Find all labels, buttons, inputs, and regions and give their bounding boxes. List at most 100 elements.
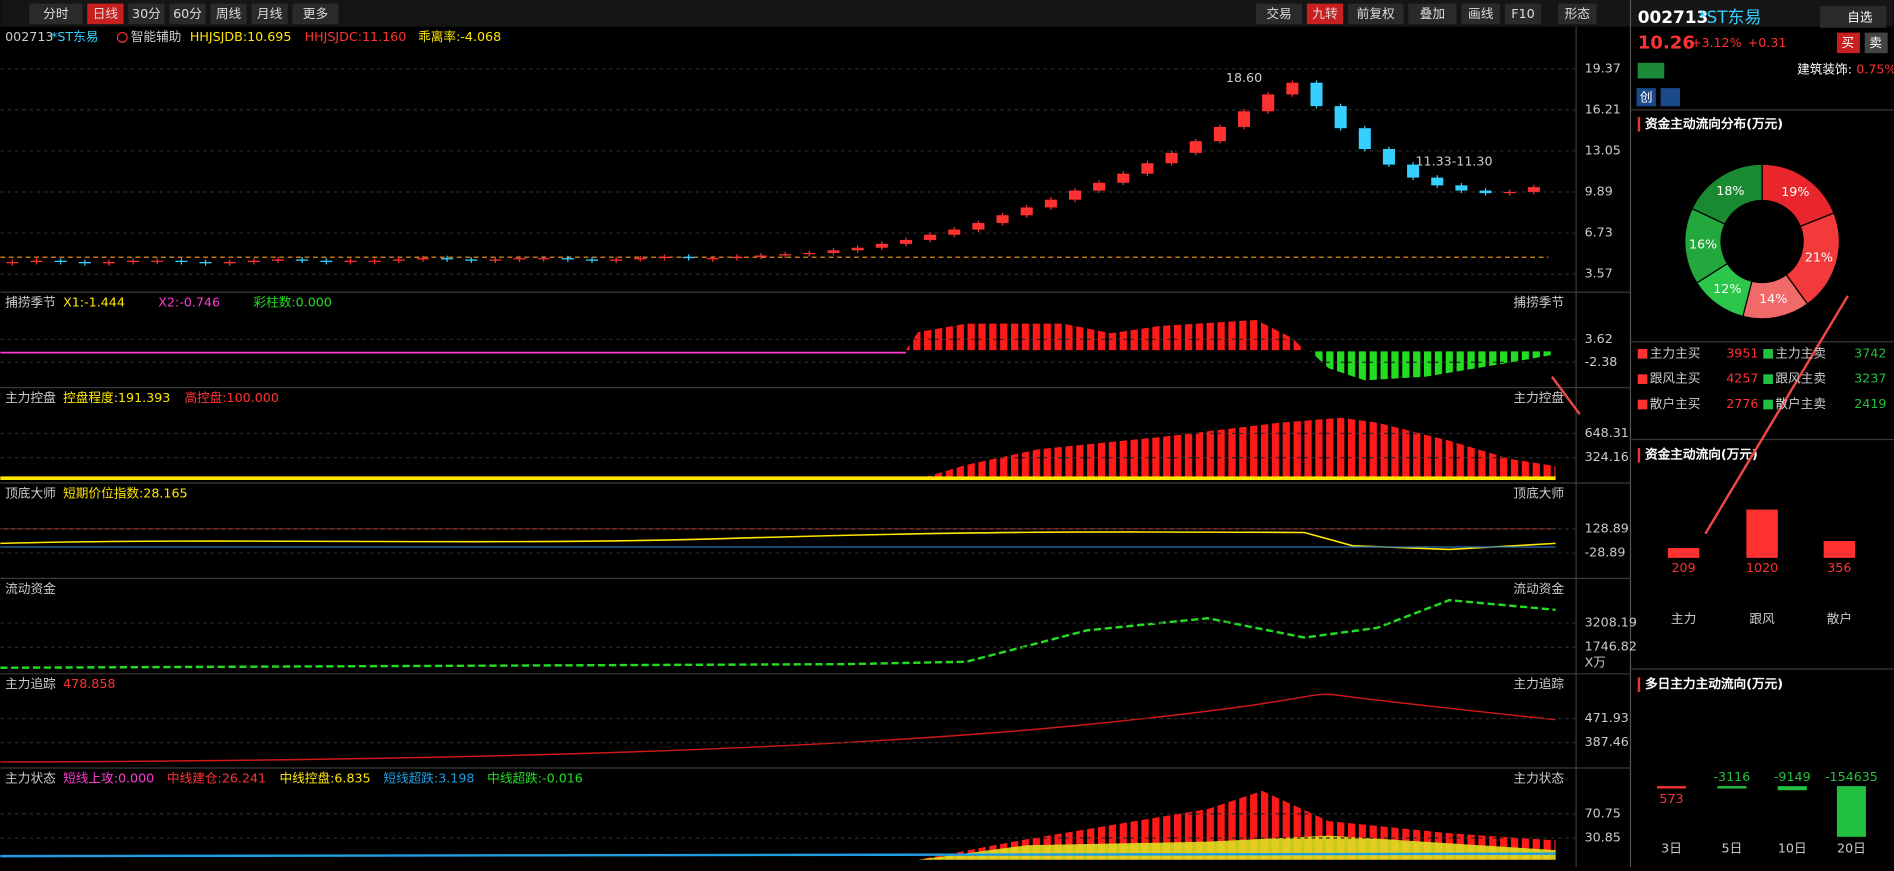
donut-label: 21% (1805, 250, 1833, 265)
panel-title: 捕捞季节 (5, 295, 56, 310)
candle (658, 257, 670, 258)
tab-label[interactable]: 60分 (173, 6, 202, 21)
tab-label[interactable]: 更多 (303, 6, 328, 21)
indicator: 短线超跌:3.198 (383, 770, 474, 785)
candle (900, 240, 912, 244)
flow-value: 209 (1672, 560, 1696, 575)
section-title: 资金主动流向分布(万元) (1645, 116, 1783, 131)
sell-label[interactable]: 卖 (1869, 35, 1882, 50)
row-label: 跟风主卖 (1775, 371, 1826, 386)
title-marker (1638, 117, 1640, 131)
y-tick-label: 324.16 (1585, 449, 1629, 464)
candle (997, 215, 1009, 223)
title-marker (1638, 677, 1640, 691)
buy-label[interactable]: 买 (1841, 35, 1854, 50)
tool-label[interactable]: 形态 (1565, 6, 1591, 21)
tool-label[interactable]: 画线 (1468, 6, 1494, 21)
row-label: 散户主买 (1650, 396, 1701, 411)
panel-title: 主力状态 (5, 770, 56, 785)
price-annotation: 18.60 (1226, 70, 1262, 85)
y-tick-label: 3208.19 (1585, 615, 1637, 630)
indicator: 乖离率:-4.068 (418, 29, 501, 44)
tab-label[interactable]: 周线 (216, 6, 242, 21)
multi-bar (1717, 787, 1746, 788)
candle (369, 261, 381, 262)
multi-value: -3116 (1713, 769, 1750, 784)
y-tick-label: 3.57 (1585, 266, 1613, 281)
badge (1638, 63, 1665, 79)
candle (1262, 94, 1274, 111)
flow-category: 散户 (1827, 611, 1852, 626)
buy-square (1638, 349, 1648, 359)
candle (562, 258, 574, 259)
donut-label: 16% (1689, 237, 1717, 252)
candle (876, 244, 888, 248)
candle (79, 262, 91, 263)
indicator: X1:-1.444 (63, 295, 125, 310)
multi-category: 3日 (1661, 840, 1682, 855)
y-tick-label: 1746.82 (1585, 639, 1637, 654)
panel-title-right: 捕捞季节 (1513, 295, 1564, 310)
candle (1286, 83, 1298, 95)
candle (1310, 83, 1322, 106)
candle (127, 261, 139, 262)
sell-square (1763, 374, 1773, 384)
candle (103, 262, 115, 263)
candle (30, 261, 42, 262)
candle (55, 261, 67, 262)
tab-label[interactable]: 分时 (43, 6, 69, 21)
multi-value: -154635 (1825, 769, 1878, 784)
candle (1166, 153, 1178, 163)
candle (683, 257, 695, 258)
price: 10.26 (1638, 32, 1695, 53)
sell-square (1763, 349, 1773, 359)
y-tick-label: 471.93 (1585, 710, 1629, 725)
donut-label: 14% (1759, 291, 1787, 306)
tool-label[interactable]: 叠加 (1420, 6, 1445, 21)
assist[interactable]: 智能辅助 (131, 29, 182, 44)
candle (707, 258, 719, 259)
candle (1190, 141, 1202, 153)
candle (272, 259, 284, 260)
tab-label[interactable]: 日线 (93, 6, 119, 21)
candle (1480, 191, 1492, 194)
panel-title-right: 顶底大师 (1513, 485, 1564, 500)
y-tick-label: 30.85 (1585, 830, 1621, 845)
y-tick-label: 16.21 (1585, 101, 1621, 116)
tab-label[interactable]: 30分 (132, 6, 161, 21)
y-tick-label: 387.46 (1585, 734, 1629, 749)
tool-label[interactable]: 前复权 (1357, 6, 1395, 21)
menu-box[interactable] (1661, 88, 1680, 106)
tool-label[interactable]: F10 (1511, 6, 1534, 21)
tool-label[interactable]: 交易 (1266, 6, 1291, 21)
indicator: HHJSJDB:10.695 (190, 29, 292, 44)
row-value: 2776 (1726, 396, 1758, 411)
row-value: 2419 (1854, 396, 1886, 411)
flow-bar (1824, 541, 1855, 558)
indicator: 短线上攻:0.000 (63, 770, 154, 785)
flow-value: 1020 (1746, 560, 1778, 575)
candle (489, 259, 501, 260)
donut-label: 18% (1716, 183, 1744, 198)
candle (175, 261, 187, 262)
indicator: 控盘程度:191.393 (63, 390, 170, 405)
candle (1141, 163, 1153, 173)
candle (6, 262, 18, 263)
indicator: 中线建仓:26.241 (167, 770, 266, 785)
watch-label[interactable]: 自选 (1847, 10, 1873, 25)
tab-label[interactable]: 月线 (257, 6, 283, 21)
panel-title-right: 流动资金 (1513, 581, 1564, 596)
y-tick-label: 3.62 (1585, 331, 1613, 346)
multi-category: 5日 (1722, 840, 1743, 855)
row-value: 3742 (1854, 345, 1886, 360)
y-tick-label: 6.73 (1585, 225, 1613, 240)
candle (1069, 191, 1081, 200)
tool-label[interactable]: 九转 (1312, 6, 1338, 21)
candle (1528, 187, 1540, 192)
tag[interactable]: 创 (1640, 89, 1653, 104)
candle (1407, 165, 1419, 178)
candle (972, 223, 984, 229)
indicator: 478.858 (63, 676, 115, 691)
section-title: 多日主力主动流向(万元) (1645, 676, 1783, 691)
multi-bar (1778, 787, 1807, 790)
